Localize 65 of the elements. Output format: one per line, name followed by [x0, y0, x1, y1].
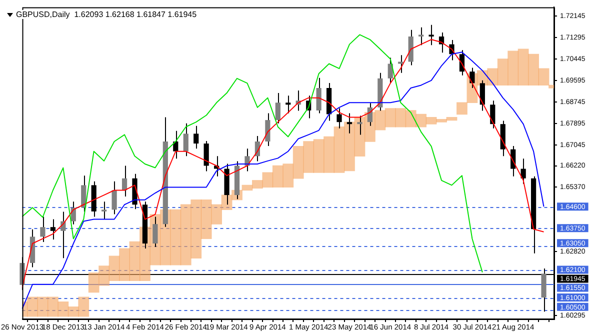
bar	[334, 126, 345, 173]
bar	[416, 114, 427, 128]
candlestick	[520, 158, 526, 184]
candlestick	[357, 115, 362, 136]
bar	[508, 50, 519, 86]
bar	[292, 146, 304, 179]
candlestick	[286, 95, 291, 114]
candlestick	[102, 201, 107, 220]
candlestick	[490, 100, 496, 129]
candlestick	[183, 122, 188, 157]
candlestick	[194, 125, 199, 150]
candlestick	[204, 140, 209, 172]
candlestick	[316, 77, 322, 114]
candlestick	[112, 180, 117, 215]
bar	[487, 68, 498, 86]
candlestick	[398, 54, 404, 74]
bar	[426, 116, 437, 124]
candlestick	[428, 24, 434, 46]
bar	[98, 266, 110, 286]
bar	[262, 172, 274, 188]
bar	[272, 165, 284, 188]
candlestick	[40, 216, 46, 242]
bar	[200, 200, 212, 240]
bar	[456, 102, 468, 115]
candlestick	[275, 92, 280, 124]
candlestick	[265, 112, 270, 147]
bar	[446, 116, 458, 121]
bar	[242, 184, 253, 191]
bar	[395, 108, 406, 128]
candlestick	[336, 108, 342, 129]
bar	[48, 296, 58, 317]
bar	[384, 108, 396, 128]
bar	[344, 122, 355, 172]
candlestick	[81, 175, 86, 212]
chart-title: GBPUSD,Daily 1.62093 1.62168 1.61847 1.61945	[16, 10, 197, 19]
bar	[129, 241, 140, 281]
bar	[58, 302, 69, 317]
candlestick	[152, 216, 158, 248]
bar	[354, 116, 366, 156]
candlestick	[50, 218, 56, 240]
bar	[528, 54, 539, 86]
candlestick	[346, 112, 352, 134]
bar	[282, 164, 294, 188]
bar	[538, 68, 550, 86]
bar	[313, 139, 324, 173]
bar	[68, 306, 79, 317]
bar	[88, 272, 100, 293]
candlestick	[418, 26, 424, 46]
bar	[252, 180, 263, 189]
bar	[518, 48, 529, 86]
bar	[211, 204, 222, 224]
bar	[108, 256, 120, 281]
candlestick	[470, 67, 475, 88]
bar	[170, 209, 182, 266]
bar	[324, 136, 334, 173]
bar	[180, 204, 192, 266]
bar	[37, 296, 48, 317]
candlestick	[480, 80, 485, 112]
bar	[119, 248, 130, 281]
bar	[374, 110, 386, 130]
bar	[436, 118, 447, 122]
bar	[303, 141, 314, 173]
bar	[78, 296, 90, 317]
bar	[190, 200, 202, 258]
bar	[497, 58, 508, 86]
